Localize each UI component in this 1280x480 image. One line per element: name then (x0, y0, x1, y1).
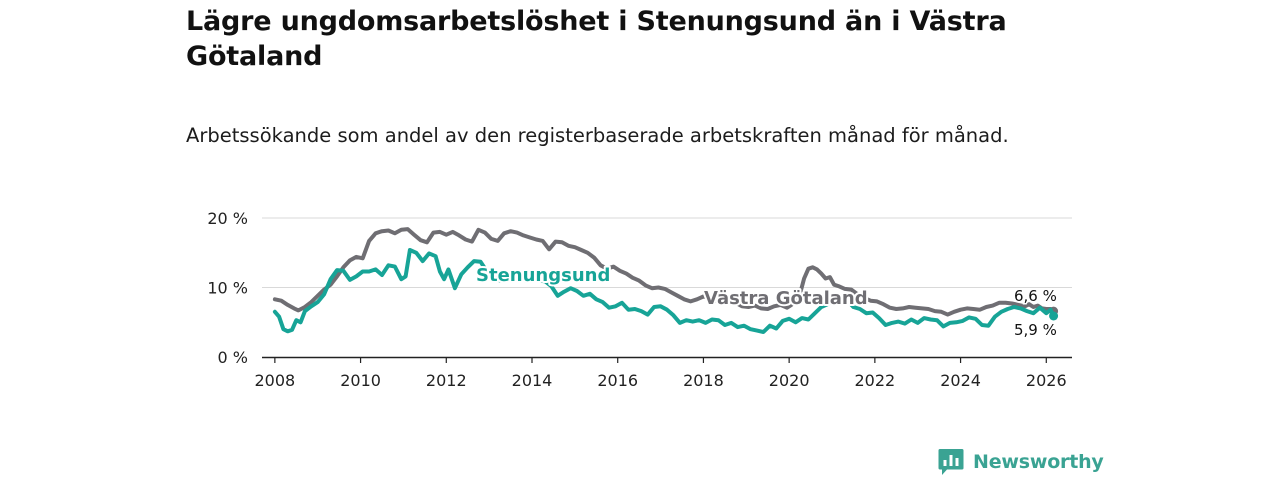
x-tick-label: 2020 (769, 371, 810, 390)
end-value-label-vastra-gotaland: 6,6 % (1014, 287, 1057, 305)
x-tick-label: 2008 (254, 371, 295, 390)
y-tick-label: 0 % (218, 348, 248, 367)
y-axis-ticks: 0 % 10 % 20 % (207, 209, 248, 367)
series-label-stenungsund: Stenungsund (476, 265, 610, 286)
x-tick-label: 2022 (854, 371, 895, 390)
x-axis: 2008 2010 2012 2014 2016 2018 2020 2022 2024 2026 (254, 356, 1072, 390)
x-tick-label: 2018 (683, 371, 724, 390)
x-tick-label: 2026 (1026, 371, 1067, 390)
series-layer (272, 227, 1059, 334)
y-tick-label: 10 % (207, 279, 248, 298)
newsworthy-logo-icon (938, 449, 964, 475)
chart-subtitle: Arbetssökande som andel av den registerb… (186, 124, 1009, 147)
x-tick-label: 2012 (426, 371, 467, 390)
gridlines (262, 217, 1072, 288)
y-tick-label: 20 % (207, 209, 248, 228)
series-label-vastra-gotaland: Västra Götaland (704, 288, 868, 309)
series-line-v-stra-g-taland (272, 227, 1056, 317)
newsworthy-brand[interactable]: Newsworthy (938, 448, 1104, 476)
series-endpoint-stenungsund (1049, 311, 1059, 321)
x-tick-label: 2024 (940, 371, 981, 390)
end-value-label-stenungsund: 5,9 % (1014, 321, 1057, 339)
x-tick-label: 2014 (512, 371, 553, 390)
series-labels: Stenungsund Västra Götaland 6,6 % 5,9 % (474, 263, 1058, 341)
x-tick-label: 2010 (340, 371, 381, 390)
chart-title: Lägre ungdomsarbetslöshet i Stenungsund … (186, 6, 1007, 72)
x-tick-label: 2016 (597, 371, 638, 390)
series-line-stenungsund (272, 248, 1056, 334)
brand-name: Newsworthy (973, 451, 1104, 473)
